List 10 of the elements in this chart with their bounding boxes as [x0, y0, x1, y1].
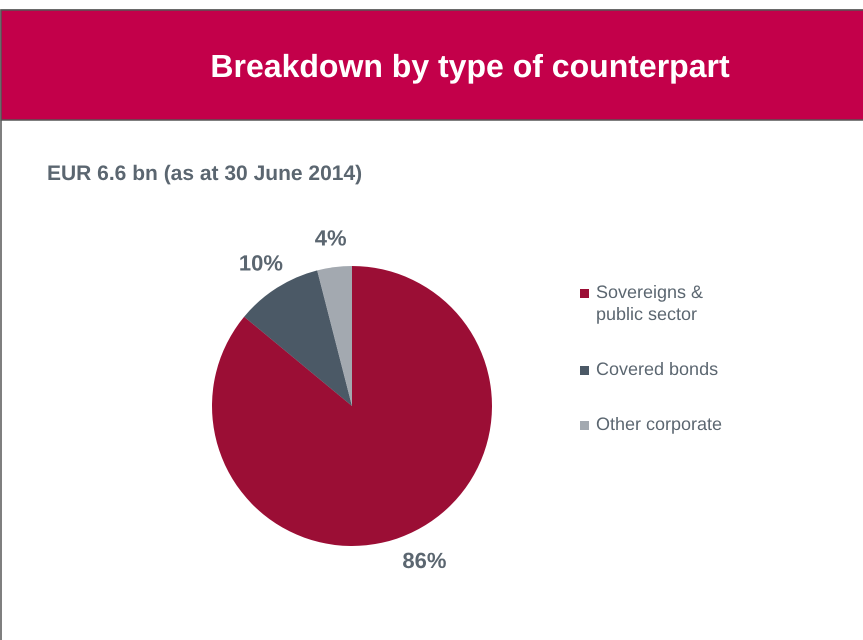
chart-subtitle: EUR 6.6 bn (as at 30 June 2014): [47, 162, 362, 185]
data-label: 10%: [238, 250, 283, 276]
chart-title: Breakdown by type of counterpart: [210, 48, 730, 84]
legend-label: Other corporate: [596, 414, 722, 434]
pie-slice: [244, 270, 352, 406]
legend-label: Covered bonds: [596, 359, 718, 379]
data-label: 4%: [314, 225, 347, 250]
legend-label: Sovereigns & public sector: [596, 282, 704, 324]
data-label: 86%: [402, 548, 446, 573]
pie-slice: [317, 266, 352, 406]
